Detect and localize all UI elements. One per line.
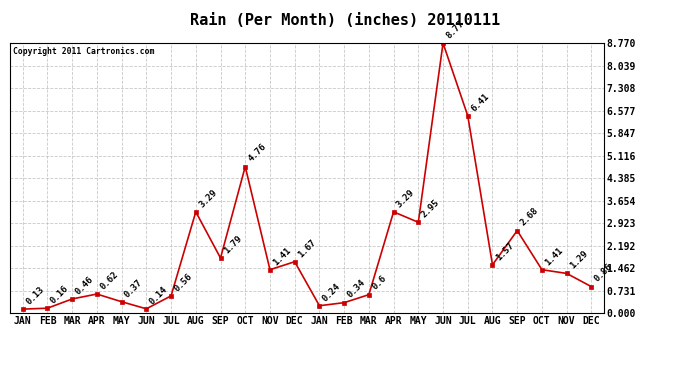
Text: 0.62: 0.62 xyxy=(98,270,120,291)
Text: 1.67: 1.67 xyxy=(296,237,317,259)
Text: 0.13: 0.13 xyxy=(24,285,46,306)
Text: 0.46: 0.46 xyxy=(74,274,95,296)
Text: 0.24: 0.24 xyxy=(321,281,342,303)
Text: 2.68: 2.68 xyxy=(519,206,540,228)
Text: 0.6: 0.6 xyxy=(371,274,388,292)
Text: 0.16: 0.16 xyxy=(49,284,70,305)
Text: 0.37: 0.37 xyxy=(123,278,145,299)
Text: 1.29: 1.29 xyxy=(568,249,590,271)
Text: 1.79: 1.79 xyxy=(222,234,244,255)
Text: 8.77: 8.77 xyxy=(444,19,466,40)
Text: 1.41: 1.41 xyxy=(271,245,293,267)
Text: 1.57: 1.57 xyxy=(494,240,515,262)
Text: 0.34: 0.34 xyxy=(346,278,367,300)
Text: 6.41: 6.41 xyxy=(469,92,491,113)
Text: 3.29: 3.29 xyxy=(395,188,417,209)
Text: Rain (Per Month) (inches) 20110111: Rain (Per Month) (inches) 20110111 xyxy=(190,13,500,28)
Text: 0.14: 0.14 xyxy=(148,285,169,306)
Text: 3.29: 3.29 xyxy=(197,188,219,209)
Text: 0.86: 0.86 xyxy=(593,262,614,284)
Text: 0.56: 0.56 xyxy=(172,272,194,293)
Text: Copyright 2011 Cartronics.com: Copyright 2011 Cartronics.com xyxy=(13,47,155,56)
Text: 1.41: 1.41 xyxy=(543,245,565,267)
Text: 4.76: 4.76 xyxy=(246,142,268,164)
Text: 2.95: 2.95 xyxy=(420,198,442,219)
